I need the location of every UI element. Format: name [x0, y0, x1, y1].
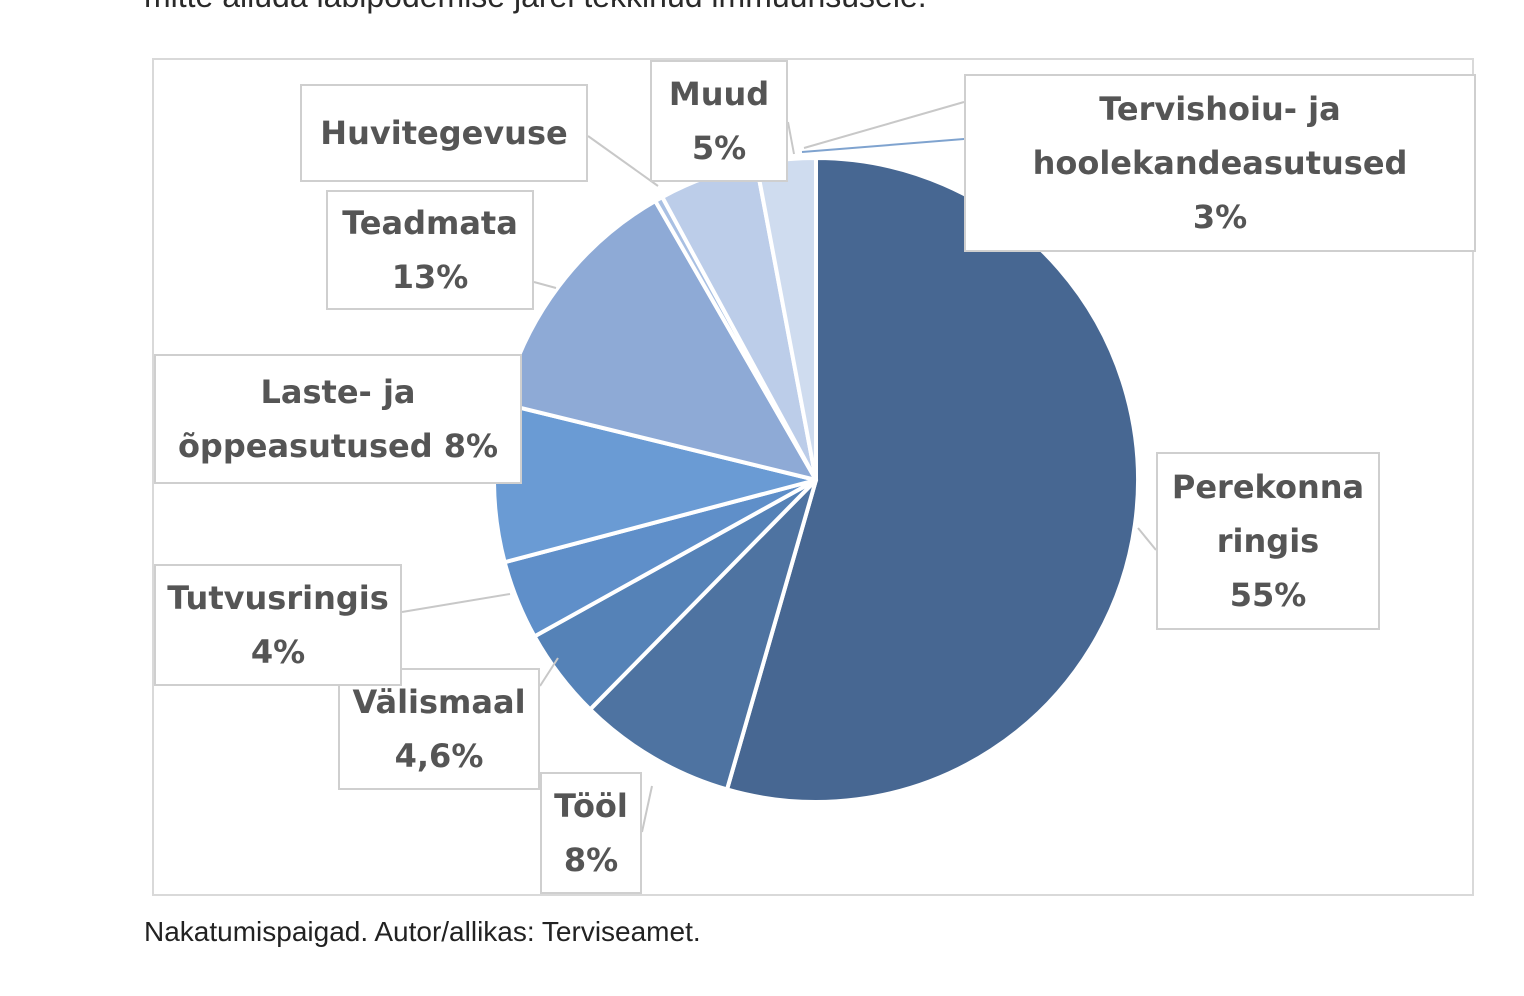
- leader-line-2: [539, 657, 559, 687]
- label-laste-ja-oppeasutused: Laste- ja õppeasutused 8%: [154, 354, 522, 484]
- article-text-above: mitte alluda läbipõdemise järel tekkinud…: [144, 0, 927, 15]
- pie-slice-1: [588, 478, 818, 792]
- label-valismaal: Välismaal 4,6%: [338, 668, 540, 790]
- figure-caption: Nakatumispaigad. Autor/allikas: Tervisea…: [144, 916, 701, 947]
- label-tervishoiu-ja-hoolekandeasutused: Tervishoiu- ja hoolekandeasutused 3%: [964, 74, 1476, 252]
- leader-line-3: [401, 593, 511, 613]
- pie-chart: [401, 101, 1157, 833]
- leader-line-4: [533, 281, 557, 289]
- leader-line-5: [587, 135, 659, 187]
- leader-line-0: [1137, 527, 1157, 551]
- label-teadmata: Teadmata 13%: [326, 190, 534, 310]
- leader-line-7: [803, 101, 965, 149]
- label-huvitegevuse: Huvitegevuse: [300, 84, 588, 182]
- label-tool: Tööl 8%: [540, 772, 642, 894]
- label-perekonna-ringis: Perekonna ringis 55%: [1156, 452, 1380, 630]
- label-muud: Muud 5%: [650, 60, 788, 182]
- label-tutvusringis: Tutvusringis 4%: [154, 564, 402, 686]
- leader-line-6: [787, 121, 795, 155]
- chart-figure: Perekonna ringis 55% Tööl 8% Välismaal 4…: [152, 58, 1476, 896]
- leader-line-1: [641, 785, 653, 833]
